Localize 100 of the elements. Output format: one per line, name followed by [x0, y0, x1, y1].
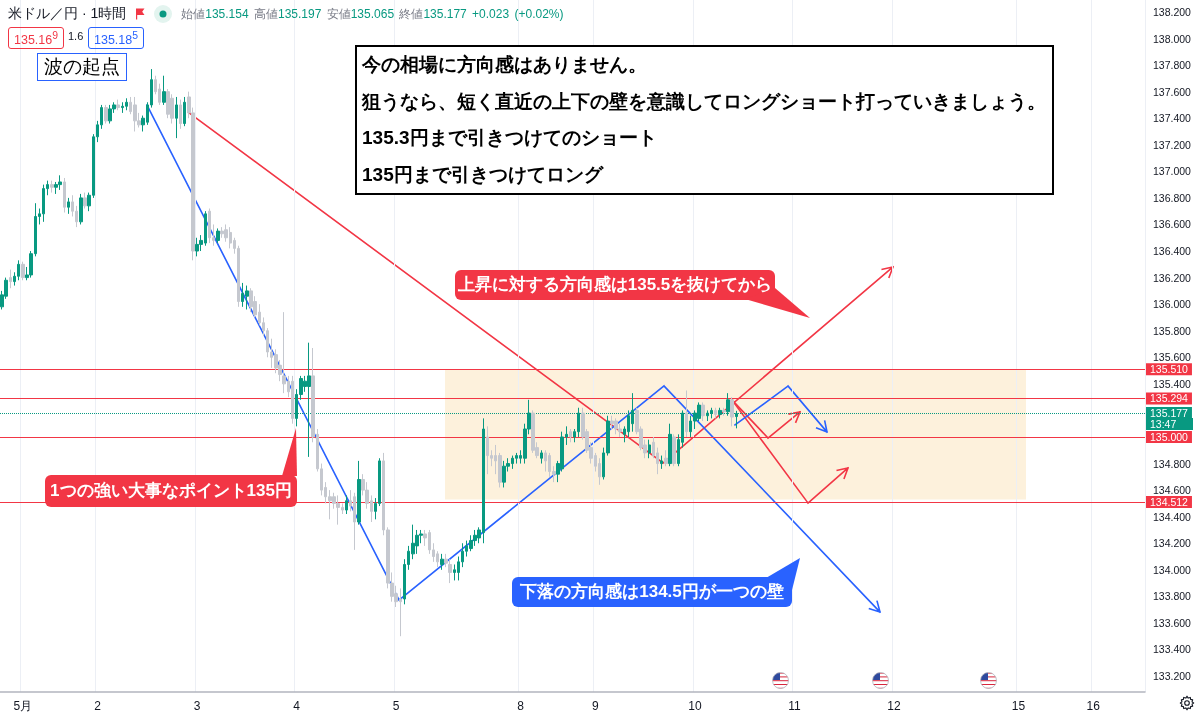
- x-tick-label: 12: [887, 699, 902, 713]
- annotation: 上昇に対する方向感は135.5を抜けてから: [455, 270, 775, 300]
- ref-line-label: 135.294: [1150, 392, 1189, 405]
- candlestick: [473, 529, 477, 547]
- y-tick-label: 133.400: [1153, 643, 1192, 656]
- candlestick: [440, 553, 444, 571]
- y-tick-label: 134.800: [1153, 457, 1192, 470]
- candlestick: [179, 99, 182, 130]
- candlestick: [336, 494, 340, 526]
- text: 始値135.154 高値135.197 安値135.065 終値135.177 +0.023 (+0.02%): [181, 6, 564, 21]
- x-tick-label: 9: [591, 699, 599, 713]
- y-tick-label: 136.800: [1153, 191, 1192, 204]
- candlestick: [614, 417, 618, 435]
- y-tick-label: 134.600: [1153, 484, 1192, 497]
- candlestick: [291, 375, 294, 425]
- candlestick: [108, 104, 112, 125]
- candlestick: [531, 409, 535, 454]
- y-tick-label: 136.600: [1153, 218, 1192, 231]
- candlestick: [357, 460, 361, 526]
- candlestick: [710, 407, 713, 419]
- chart-title: 米ドル／円 · 1時間: [8, 5, 127, 23]
- candlestick: [569, 428, 572, 443]
- candlestick: [125, 97, 128, 111]
- candlestick: [598, 457, 601, 486]
- candlestick: [116, 99, 120, 111]
- candlestick: [664, 449, 668, 467]
- x-tick-label: 11: [788, 699, 801, 713]
- y-tick-label: 134.400: [1153, 510, 1192, 523]
- candlestick: [353, 492, 356, 551]
- candlestick: [83, 192, 87, 210]
- y-tick-label: 137.200: [1153, 138, 1192, 151]
- candlestick: [685, 390, 688, 438]
- y-tick-label: 133.600: [1153, 616, 1192, 629]
- candlestick: [67, 197, 70, 215]
- candlestick: [706, 409, 709, 422]
- candlestick: [170, 93, 174, 125]
- candlestick: [175, 96, 178, 139]
- candlestick: [21, 261, 25, 281]
- candlestick: [63, 177, 66, 214]
- candlestick: [220, 226, 224, 239]
- annotation: 135.3円まで引きつけてのショート: [362, 126, 658, 150]
- y-tick-label: 136.000: [1153, 298, 1192, 311]
- x-tick-label: 5月: [13, 699, 33, 713]
- candlestick: [249, 287, 253, 313]
- candlestick: [162, 75, 166, 106]
- candlestick: [486, 425, 489, 475]
- candlestick: [714, 407, 717, 419]
- candlestick: [216, 227, 220, 244]
- ref-line-label: 135.000: [1150, 430, 1189, 443]
- annotation: 今の相場に方向感はありません。: [362, 53, 648, 77]
- candlestick: [245, 285, 249, 310]
- y-tick-label: 137.600: [1153, 85, 1192, 98]
- annotation: 135.16$^{9}$: [8, 27, 65, 50]
- candlestick: [9, 269, 12, 289]
- y-tick-label: 133.800: [1153, 590, 1192, 603]
- candlestick: [701, 401, 705, 422]
- y-tick-label: 135.400: [1153, 377, 1192, 390]
- ref-line-label: 135.177: [1150, 407, 1189, 420]
- candlestick: [660, 455, 663, 470]
- y-tick-label: 138.000: [1153, 32, 1192, 45]
- y-tick-label: 134.200: [1153, 537, 1192, 550]
- y-tick-label: 137.000: [1153, 165, 1192, 178]
- ref-line-label: 134.512: [1150, 496, 1189, 509]
- candlestick: [58, 174, 62, 191]
- candlestick: [121, 101, 124, 114]
- candlestick: [183, 96, 186, 127]
- x-tick-label: 8: [517, 699, 525, 713]
- y-tick-label: 137.400: [1153, 112, 1192, 125]
- candlestick: [42, 184, 45, 223]
- y-tick-label: 133.200: [1153, 670, 1192, 683]
- annotation: 下落の方向感は134.5円が一つの壁: [512, 577, 792, 607]
- candlestick: [515, 452, 518, 465]
- text: 13:47: [1146, 418, 1193, 430]
- candlestick: [104, 104, 108, 125]
- annotation: 135.18$^{5}$: [88, 27, 145, 50]
- candlestick: [648, 439, 651, 459]
- annotation: 1つの強い大事なポイント135円: [45, 475, 297, 507]
- candlestick: [544, 449, 547, 473]
- candlestick: [730, 396, 734, 427]
- annotation: 波の起点: [37, 53, 127, 81]
- candlestick: [282, 311, 286, 394]
- annotation: 1.6: [68, 30, 84, 42]
- y-tick-label: 135.800: [1153, 324, 1192, 337]
- candlestick: [415, 529, 419, 555]
- candlestick: [610, 415, 614, 430]
- y-tick-label: 138.200: [1153, 5, 1192, 18]
- candlestick: [345, 494, 348, 515]
- candlestick: [722, 407, 726, 417]
- y-tick-label: 134.000: [1153, 563, 1192, 576]
- x-tick-label: 3: [193, 699, 201, 713]
- candlestick: [668, 423, 672, 467]
- candlestick: [448, 558, 452, 584]
- x-tick-label: 10: [688, 699, 702, 713]
- y-tick-label: 137.800: [1153, 59, 1192, 72]
- x-tick-label: 15: [1011, 699, 1026, 713]
- x-tick-label: 16: [1086, 699, 1101, 713]
- y-tick-label: 136.200: [1153, 271, 1192, 284]
- candlestick: [50, 180, 54, 194]
- x-tick-label: 5: [392, 699, 400, 713]
- candlestick: [540, 449, 543, 465]
